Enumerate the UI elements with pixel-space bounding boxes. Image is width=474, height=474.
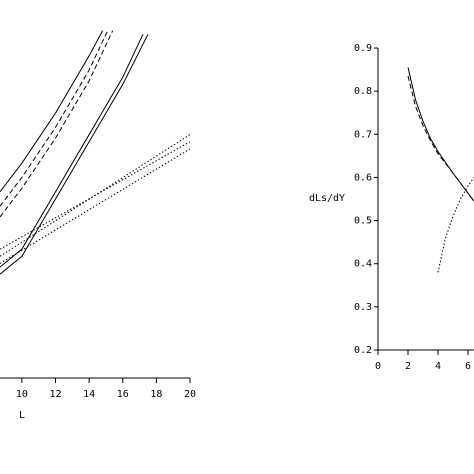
x-tick-label: 4 <box>435 361 441 372</box>
x-tick-label: 14 <box>83 389 95 400</box>
x-tick-label: 2 <box>405 361 411 372</box>
line <box>0 34 144 268</box>
x-axis-label: L <box>19 410 25 421</box>
line <box>0 30 114 218</box>
line <box>0 141 191 250</box>
y-tick-label: 0.4 <box>354 259 372 270</box>
line <box>407 75 474 202</box>
line <box>407 67 474 202</box>
y-tick-label: 0.8 <box>354 86 372 97</box>
x-tick-label: 18 <box>150 389 162 400</box>
line <box>0 30 104 193</box>
x-tick-label: 20 <box>184 389 196 400</box>
y-tick-label: 0.5 <box>354 216 372 227</box>
x-tick-label: 12 <box>49 389 61 400</box>
x-tick-label: 10 <box>16 389 28 400</box>
y-tick-label: 0.7 <box>354 129 372 140</box>
line <box>0 148 191 264</box>
y-tick-label: 0.2 <box>354 345 372 356</box>
y-tick-label: 0.6 <box>354 172 372 183</box>
y-tick-label: 0.3 <box>354 302 372 313</box>
line <box>0 30 109 207</box>
x-tick-label: 16 <box>117 389 129 400</box>
y-tick-label: 0.9 <box>354 43 372 54</box>
line <box>0 34 149 275</box>
x-tick-label: 0 <box>375 361 381 372</box>
line <box>437 177 474 273</box>
y-axis-label: dLs/dY <box>309 193 345 204</box>
x-tick-label: 6 <box>465 361 471 372</box>
